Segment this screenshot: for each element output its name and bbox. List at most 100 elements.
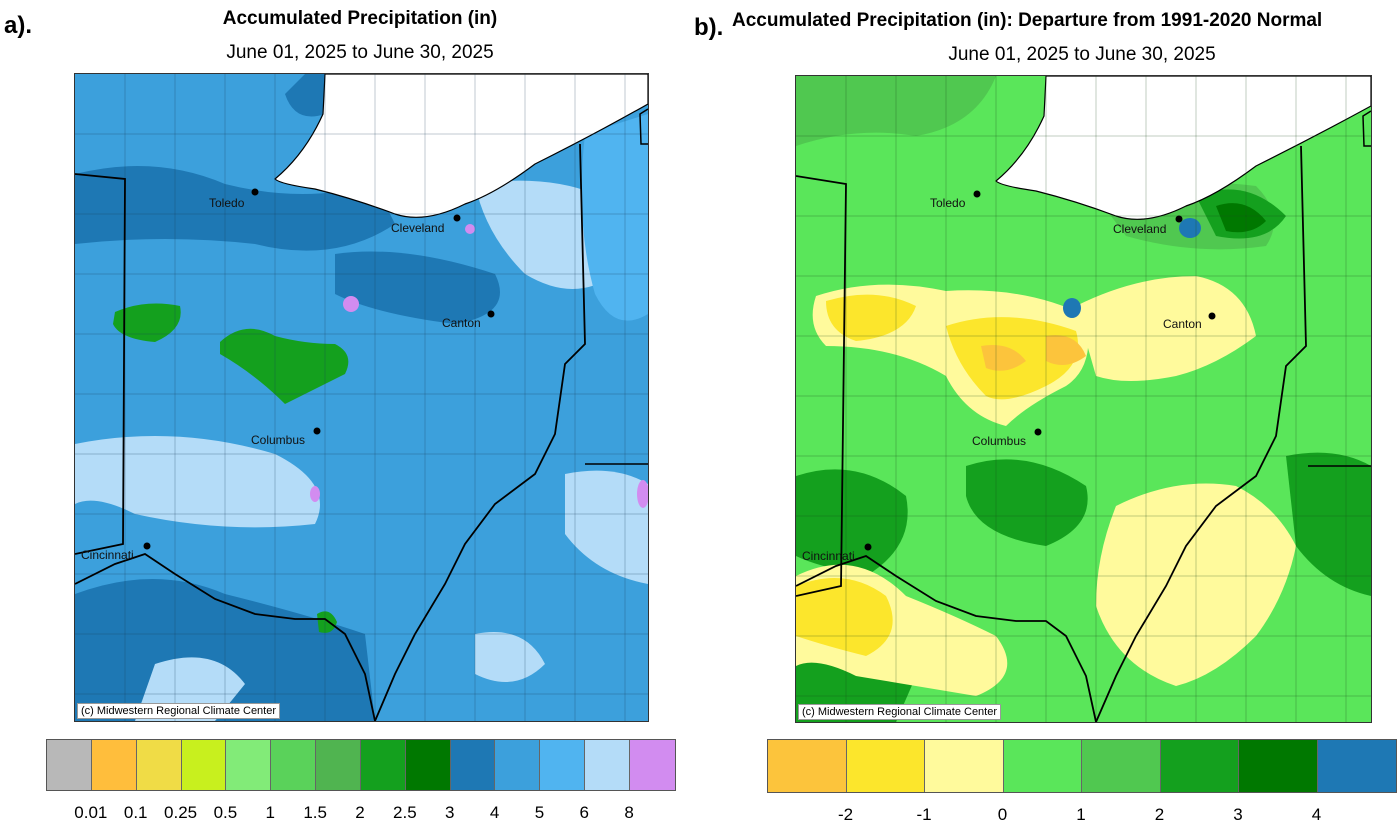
light-yellow-zone-northeast [1076,276,1256,381]
panel-a-legend-tick: 0.01 [74,803,108,822]
purple-spot-central [343,296,359,312]
dark-blue-zone-central [335,251,500,324]
dark-blue-zone-top [285,74,335,117]
city-canton: Canton [1163,312,1216,331]
orange-zone-central [981,345,1026,371]
orange-zone-east-central [1046,335,1086,365]
city-cleveland: Cleveland [1113,215,1183,236]
panel-a-legend-tick: 3 [444,803,455,822]
precipitation-map-svg: Toledo Cleveland Canton Columbus Cincinn… [75,74,648,721]
city-cincinnati: Cincinnati [81,542,151,562]
panel-a-legend-tick: 6 [579,803,590,822]
panel-b-legend-tick: 1 [1076,805,1086,824]
panel-b-legend-tick: 3 [1233,805,1243,824]
panel-b-legend-tick: -1 [916,805,932,824]
dark-blue-zone-north [75,166,395,251]
panel-a-legend-tick: 1.5 [303,803,327,822]
panel-b-label: b). [694,14,724,41]
svg-text:Canton: Canton [442,316,481,330]
panel-a-legend-tick: 8 [624,803,634,822]
panel-a-legend-tick: 5 [534,803,545,822]
panel-a-legend-swatch [226,740,272,790]
svg-text:Columbus: Columbus [251,433,305,447]
panel-a-legend-ticks: 0.01 0.1 0.25 0.5 1 1.5 2 2.5 3 4 5 6 8 [46,803,674,825]
green-zone-central [220,328,349,404]
panel-b-legend-swatch [1317,740,1396,792]
blue-spot-cleveland [1179,218,1201,238]
panel-a-legend-swatch [316,740,361,790]
purple-spot-south [310,486,320,502]
panel-a-legend-tick: 0.1 [123,803,148,822]
indiana-border [796,175,847,597]
svg-text:Cincinnati: Cincinnati [802,549,855,563]
county-grid [796,76,1371,722]
panel-a-legend [46,739,676,791]
darkest-green-zone-cleveland [1216,203,1266,233]
pa-border [639,108,648,145]
city-columbus: Columbus [972,428,1042,448]
panel-b-legend-swatch [1003,740,1082,792]
city-cincinnati: Cincinnati [802,543,872,563]
panel-a-subtitle: June 01, 2025 to June 30, 2025 [226,42,494,63]
ohio-river-border-south [75,553,376,721]
light-blue-zone-southwest [75,436,320,528]
yellow-zone-west [826,294,916,341]
panel-a-legend-swatch [495,740,541,790]
panel-a-legend-tick: 4 [489,803,500,822]
panel-a-legend-swatch [136,740,182,790]
panel-b-legend-tick: 2 [1154,805,1165,824]
panel-a-legend-swatch [91,740,137,790]
panel-b-legend-swatch [1239,740,1318,792]
yellow-zone-southwest [796,578,893,656]
ohio-river-border-east [1095,145,1307,722]
panel-a-map: Toledo Cleveland Canton Columbus Cincinn… [74,73,649,722]
city-toledo: Toledo [930,190,981,210]
city-cleveland: Cleveland [391,214,461,235]
panel-a-legend-tick: 2 [355,803,365,822]
dark-green-zone-east [1286,452,1371,596]
county-grid [75,74,648,721]
panel-b-credit: (c) Midwestern Regional Climate Center [798,704,1002,720]
svg-text:Toledo: Toledo [209,196,245,210]
panel-a-legend-swatch [360,740,406,790]
departure-map-svg: Toledo Cleveland Canton Columbus Cincinn… [796,76,1371,722]
panel-b-legend-swatch [1160,740,1239,792]
light-blue-zone-northeast [475,180,615,289]
panel-b-legend-tick: -2 [837,805,854,824]
panel-b-legend-ticks: -2 -1 0 1 2 3 4 [767,805,1395,827]
light-blue-zone-southeast [565,470,648,584]
panel-b-legend-swatch [1082,740,1161,792]
panel-b-legend-swatch [846,740,925,792]
panel-a-legend-swatch [47,740,92,790]
panel-a-legend-swatch [405,740,451,790]
purple-spot-cleveland [465,224,475,234]
city-toledo: Toledo [209,188,259,210]
dark-green-zone-west [796,469,908,576]
panel-a-legend-tick: 2.5 [393,803,417,822]
svg-text:Cincinnati: Cincinnati [81,548,134,562]
panel-b-subtitle: June 01, 2025 to June 30, 2025 [948,44,1216,65]
svg-text:Columbus: Columbus [972,434,1026,448]
dark-green-zone-central [966,459,1088,546]
city-columbus: Columbus [251,427,321,447]
panel-b-legend-swatch [925,740,1004,792]
panel-a-legend-tick: 0.25 [164,803,198,822]
panel-a-legend-swatch [585,740,630,790]
svg-text:Cleveland: Cleveland [1113,222,1166,236]
pa-border [1362,110,1371,147]
panel-a-legend-swatch [629,740,675,790]
city-canton: Canton [442,310,495,330]
panel-a-legend-tick: 1 [265,803,276,822]
panel-a-legend-swatch [181,740,227,790]
panel-b-legend-swatch [768,740,847,792]
purple-spot-east [637,480,648,508]
panel-a-legend-swatch [540,740,586,790]
svg-text:Cleveland: Cleveland [391,221,444,235]
green-zone-west [113,303,181,342]
blue-spot-central [1063,298,1081,318]
svg-text:Toledo: Toledo [930,196,966,210]
panel-b-title: Accumulated Precipitation (in): Departur… [732,10,1323,31]
panel-b-map: Toledo Cleveland Canton Columbus Cincinn… [795,75,1372,723]
panel-b-legend [767,739,1397,793]
green-zone-south [317,611,337,633]
